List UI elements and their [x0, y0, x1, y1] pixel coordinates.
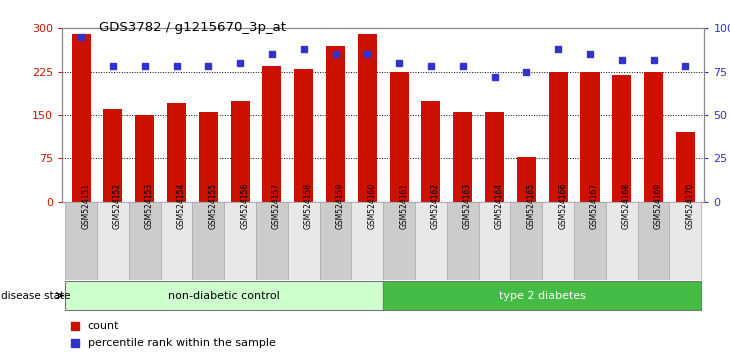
Text: GSM524170: GSM524170	[685, 183, 694, 229]
Text: GSM524168: GSM524168	[622, 183, 631, 229]
Text: percentile rank within the sample: percentile rank within the sample	[88, 338, 276, 348]
Text: GSM524160: GSM524160	[367, 183, 377, 229]
Bar	[447, 202, 479, 280]
Bar	[231, 101, 250, 202]
Text: disease state: disease state	[1, 291, 71, 301]
Text: GSM524157: GSM524157	[272, 183, 281, 229]
Text: GSM524152: GSM524152	[113, 183, 122, 229]
Bar	[358, 34, 377, 202]
Bar	[262, 66, 282, 202]
Bar	[97, 202, 128, 280]
Text: type 2 diabetes: type 2 diabetes	[499, 291, 585, 301]
Bar	[415, 202, 447, 280]
Bar	[421, 101, 440, 202]
Bar	[479, 202, 510, 280]
Text: GSM524155: GSM524155	[208, 183, 218, 229]
Bar	[104, 109, 123, 202]
Bar	[676, 132, 695, 202]
Bar	[580, 72, 599, 202]
Bar	[549, 72, 568, 202]
Bar	[390, 72, 409, 202]
Text: GDS3782 / g1215670_3p_at: GDS3782 / g1215670_3p_at	[99, 21, 285, 34]
Bar	[383, 281, 702, 310]
Text: GSM524167: GSM524167	[590, 183, 599, 229]
Bar	[256, 202, 288, 280]
Bar	[65, 202, 97, 280]
Bar	[167, 103, 186, 202]
Bar	[485, 112, 504, 202]
Text: GSM524153: GSM524153	[145, 183, 154, 229]
Bar	[193, 202, 224, 280]
Text: GSM524165: GSM524165	[526, 183, 535, 229]
Bar	[574, 202, 606, 280]
Bar	[644, 72, 663, 202]
Text: GSM524154: GSM524154	[177, 183, 185, 229]
Bar	[669, 202, 702, 280]
Text: GSM524151: GSM524151	[81, 183, 90, 229]
Bar	[606, 202, 638, 280]
Text: GSM524164: GSM524164	[494, 183, 504, 229]
Text: GSM524162: GSM524162	[431, 183, 440, 229]
Text: GSM524161: GSM524161	[399, 183, 408, 229]
Bar	[453, 112, 472, 202]
Text: non-diabetic control: non-diabetic control	[169, 291, 280, 301]
Bar	[65, 281, 383, 310]
Bar	[288, 202, 320, 280]
Text: GSM524158: GSM524158	[304, 183, 312, 229]
Bar	[320, 202, 351, 280]
Bar	[135, 115, 154, 202]
Bar	[351, 202, 383, 280]
Bar	[199, 112, 218, 202]
Bar	[326, 46, 345, 202]
Text: GSM524159: GSM524159	[336, 183, 345, 229]
Bar	[612, 75, 631, 202]
Text: count: count	[88, 321, 119, 331]
Bar	[383, 202, 415, 280]
Bar	[517, 157, 536, 202]
Text: GSM524166: GSM524166	[558, 183, 567, 229]
Bar	[128, 202, 161, 280]
Bar	[542, 202, 574, 280]
Bar	[294, 69, 313, 202]
Bar	[72, 34, 91, 202]
Bar	[510, 202, 542, 280]
Bar	[638, 202, 669, 280]
Text: GSM524169: GSM524169	[653, 183, 663, 229]
Bar	[161, 202, 193, 280]
Text: GSM524156: GSM524156	[240, 183, 249, 229]
Text: GSM524163: GSM524163	[463, 183, 472, 229]
Bar	[224, 202, 256, 280]
